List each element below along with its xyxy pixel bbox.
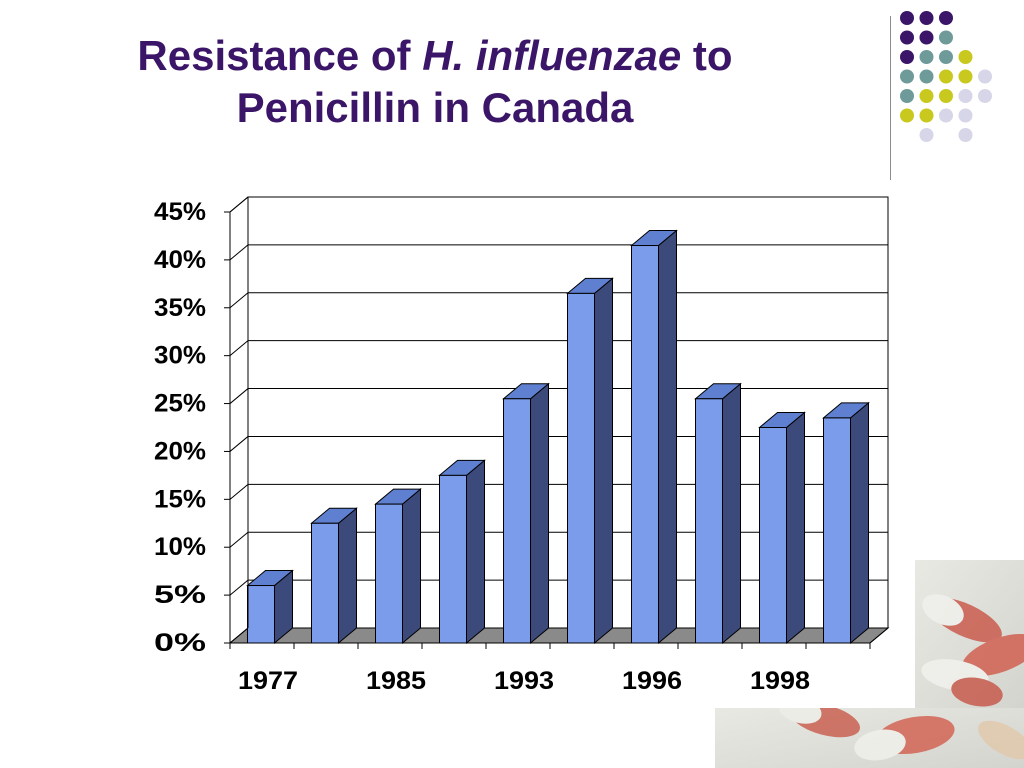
gridline-side	[229, 483, 249, 500]
gridline-side	[229, 340, 249, 357]
decorative-dot	[939, 11, 953, 25]
decorative-dot	[900, 108, 914, 123]
bar-side	[338, 507, 357, 645]
y-tick-label: 20%	[154, 437, 206, 465]
decorative-dot	[939, 108, 953, 123]
bar	[758, 411, 806, 645]
gridline-side	[229, 292, 249, 309]
y-tick-label: 30%	[154, 342, 206, 370]
y-tick-label: 45%	[154, 198, 206, 226]
bar-front	[311, 522, 339, 644]
decorative-dot	[919, 69, 934, 84]
bar-side	[850, 401, 869, 645]
decorative-dot	[900, 50, 914, 64]
y-tick-label: 0%	[154, 629, 206, 657]
bar	[438, 459, 486, 645]
chart-axis-layer: 0% 5% 10% 15% 20% 25% 30% 35% 40% 45% 1977 1985 1993…	[154, 196, 889, 695]
decorative-dot	[919, 11, 934, 25]
bar-side	[658, 229, 677, 645]
x-tick-label: 1993	[494, 667, 554, 695]
decorative-dot	[919, 89, 934, 103]
gridline-side	[229, 531, 249, 548]
decorative-dot	[900, 11, 914, 25]
title-text-line2: Penicillin in Canada	[236, 84, 634, 131]
chart-bars-layer	[246, 229, 870, 645]
decorative-dot	[958, 69, 973, 84]
bar-front	[375, 503, 403, 644]
title-species-name: H. influenzae	[422, 32, 682, 79]
x-axis-right-edge	[869, 627, 889, 644]
bar	[374, 488, 422, 645]
y-tick-label: 15%	[154, 485, 206, 513]
decorative-dot	[900, 89, 914, 103]
bar-front	[439, 474, 467, 644]
decorative-dot	[900, 69, 914, 84]
decorative-dot	[958, 89, 973, 103]
bar-front	[759, 427, 787, 644]
bar-front	[823, 417, 851, 644]
bar-side	[530, 382, 549, 645]
decorative-dot	[900, 30, 914, 45]
bar	[630, 229, 678, 645]
bar-side	[786, 411, 805, 645]
bar-front	[631, 245, 659, 644]
bar-side	[594, 277, 613, 645]
x-tick-label: 1996	[622, 667, 682, 695]
title-text-part2: to	[681, 32, 733, 79]
bar-side	[466, 459, 485, 645]
bar	[694, 382, 742, 645]
x-tick-label: 1977	[238, 667, 298, 695]
gridline-side	[229, 627, 249, 644]
gridline-side	[229, 388, 249, 404]
decorative-dot	[939, 30, 953, 45]
bar	[822, 401, 870, 645]
y-axis-top-edge	[229, 196, 249, 213]
decorative-dot-grid	[900, 11, 992, 142]
decorative-dot	[919, 50, 934, 64]
decorative-dot	[978, 69, 992, 84]
bar-front	[503, 398, 531, 644]
bar-front	[567, 292, 595, 644]
bar	[502, 382, 550, 645]
x-tick-label: 1998	[750, 667, 810, 695]
y-tick-label: 10%	[154, 533, 206, 561]
decorative-dot	[958, 128, 973, 142]
decorative-dot	[978, 89, 992, 103]
bar-side	[402, 488, 421, 645]
decorative-dot	[919, 30, 934, 45]
y-tick-label: 35%	[154, 294, 206, 322]
gridline-side	[229, 244, 249, 261]
decorative-dot	[939, 69, 953, 84]
decorative-dot	[958, 108, 973, 123]
y-tick-label: 25%	[154, 390, 206, 418]
bar	[246, 569, 294, 645]
bar	[566, 277, 614, 645]
decorative-dot	[919, 128, 934, 142]
slide-title: Resistance of H. influenzae to Penicilli…	[40, 30, 830, 134]
gridline-side	[229, 579, 249, 596]
gridline-side	[229, 436, 249, 452]
x-tick-label: 1985	[366, 667, 426, 695]
bar-side	[722, 382, 741, 645]
decorative-dot	[919, 108, 934, 123]
decorative-divider	[890, 16, 891, 180]
title-text-part1: Resistance of	[137, 32, 423, 79]
bar	[310, 507, 358, 645]
y-tick-label: 5%	[154, 581, 206, 609]
y-tick-label: 40%	[154, 246, 206, 274]
decorative-dot	[939, 50, 953, 64]
decorative-dot	[958, 50, 973, 64]
bar-front	[695, 398, 723, 644]
bar-front	[247, 585, 275, 644]
decorative-dot	[939, 89, 953, 103]
